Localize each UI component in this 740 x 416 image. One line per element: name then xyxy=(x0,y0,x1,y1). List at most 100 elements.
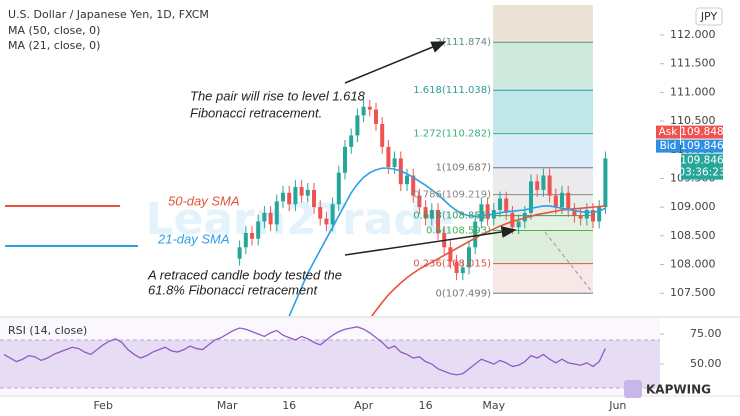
candle-body xyxy=(516,221,521,228)
y-tick-label: 109.000 xyxy=(670,200,716,213)
candle-body xyxy=(553,195,558,208)
y-tick-label: 108.000 xyxy=(670,258,716,271)
candle-body xyxy=(603,158,608,208)
candle-body xyxy=(535,181,540,190)
rsi-tick-label: 75.00 xyxy=(690,327,722,340)
x-tick-label: 16 xyxy=(419,399,433,412)
arrow xyxy=(344,226,517,256)
x-tick-label: Mar xyxy=(217,399,238,412)
candle-body xyxy=(262,212,267,222)
currency-label[interactable]: JPY xyxy=(700,10,718,23)
bid-label: Bid xyxy=(660,140,677,152)
y-tick-label: 111.500 xyxy=(670,57,716,70)
candle-body xyxy=(572,210,577,216)
x-tick-label: Apr xyxy=(354,399,374,412)
candle-body xyxy=(405,175,409,185)
fib-label: 0(107.499) xyxy=(435,288,491,299)
rsi-line xyxy=(3,326,606,376)
fib-label: 1(109.687) xyxy=(435,163,491,174)
candle-body xyxy=(318,207,323,219)
candle-body xyxy=(510,212,515,228)
last-box xyxy=(681,153,723,180)
ask-box xyxy=(681,125,723,139)
candle-body xyxy=(386,146,391,167)
rsi-band xyxy=(0,340,660,389)
candle-body xyxy=(566,192,571,210)
candle-body xyxy=(374,109,378,124)
bid-value: 109.846 xyxy=(680,140,724,152)
bid-box xyxy=(681,139,723,153)
fib-band xyxy=(493,90,593,134)
candle-body xyxy=(423,207,428,219)
candle-body xyxy=(460,267,465,274)
chart-title: U.S. Dollar / Japanese Yen, 1D, FXCM xyxy=(8,8,209,21)
annotation: The pair will rise to level 1.618 xyxy=(190,88,366,103)
candle-body xyxy=(485,204,490,219)
ask-tag xyxy=(656,125,680,139)
candle-body xyxy=(411,175,416,196)
candle-body xyxy=(436,210,440,233)
last-value: 109.846 xyxy=(680,155,724,167)
candle-body xyxy=(498,198,502,210)
candle-body xyxy=(287,192,292,205)
candle-body xyxy=(392,158,397,167)
candle-body xyxy=(343,146,347,173)
candle-body xyxy=(429,210,434,219)
candle-body xyxy=(361,106,366,116)
candle-body xyxy=(274,201,279,225)
x-tick-label: May xyxy=(482,399,505,412)
y-tick-label: 110.500 xyxy=(670,114,716,127)
candle-body xyxy=(299,187,304,196)
fib-band xyxy=(493,133,593,168)
candle-body xyxy=(541,175,546,190)
ask-value: 109.848 xyxy=(680,126,723,138)
candle-body xyxy=(250,232,254,239)
logo: KAPWING xyxy=(646,383,711,397)
fib-band xyxy=(493,230,593,264)
fib-label: 1.272(110.282) xyxy=(413,129,491,140)
y-tick-label: 111.000 xyxy=(670,85,716,98)
moving-average xyxy=(288,167,606,316)
candle-body xyxy=(522,212,527,222)
price-pane xyxy=(237,5,608,316)
candle-body xyxy=(529,181,533,213)
fib-label: 0.236(108.015) xyxy=(413,259,491,270)
candle-body xyxy=(355,115,360,136)
candle-body xyxy=(547,175,552,196)
rsi-tick-label: 50.00 xyxy=(690,357,722,370)
candle-body xyxy=(243,232,248,248)
annotation: 21-day SMA xyxy=(157,231,230,246)
fib-band xyxy=(493,263,593,294)
candle-body xyxy=(578,215,583,219)
annotation: A retraced candle body tested the xyxy=(147,267,342,282)
candle-body xyxy=(560,192,564,208)
fib-label: 1.618(111.038) xyxy=(413,85,491,96)
rsi-pane xyxy=(0,318,660,396)
y-tick-label: 112.000 xyxy=(670,28,716,41)
overlay: 2(111.874) 1.618(111.038) 1.272(110.282) 1(… xyxy=(93,28,725,412)
currency-button[interactable] xyxy=(695,7,723,26)
fib-band xyxy=(493,5,593,43)
candle-body xyxy=(293,187,298,205)
x-tick-label: Feb xyxy=(93,399,112,412)
fib-band xyxy=(493,42,593,91)
x-tick-label: 16 xyxy=(282,399,296,412)
legend-entry: MA (50, close, 0) xyxy=(8,24,100,37)
candle-body xyxy=(467,247,471,268)
bid-tag xyxy=(656,139,680,153)
fib-trend-line xyxy=(544,231,594,294)
candle-body xyxy=(367,106,372,110)
y-tick-label: 108.500 xyxy=(670,229,716,242)
candle-body xyxy=(448,247,453,262)
countdown: 03:36:23 xyxy=(678,167,725,179)
legend-entry: MA (21, close, 0) xyxy=(8,39,100,52)
y-tick-label: 107.500 xyxy=(670,286,716,299)
annotation: 61.8% Fibonacci retracement xyxy=(148,282,318,297)
fib-label: 0.618(108.851) xyxy=(413,211,491,222)
candle-body xyxy=(330,204,335,225)
candle-body xyxy=(591,210,595,222)
candle-body xyxy=(597,207,602,222)
annotation: Fibonacci retracement. xyxy=(190,105,322,120)
candle-body xyxy=(237,247,242,259)
candle-body xyxy=(349,135,354,147)
